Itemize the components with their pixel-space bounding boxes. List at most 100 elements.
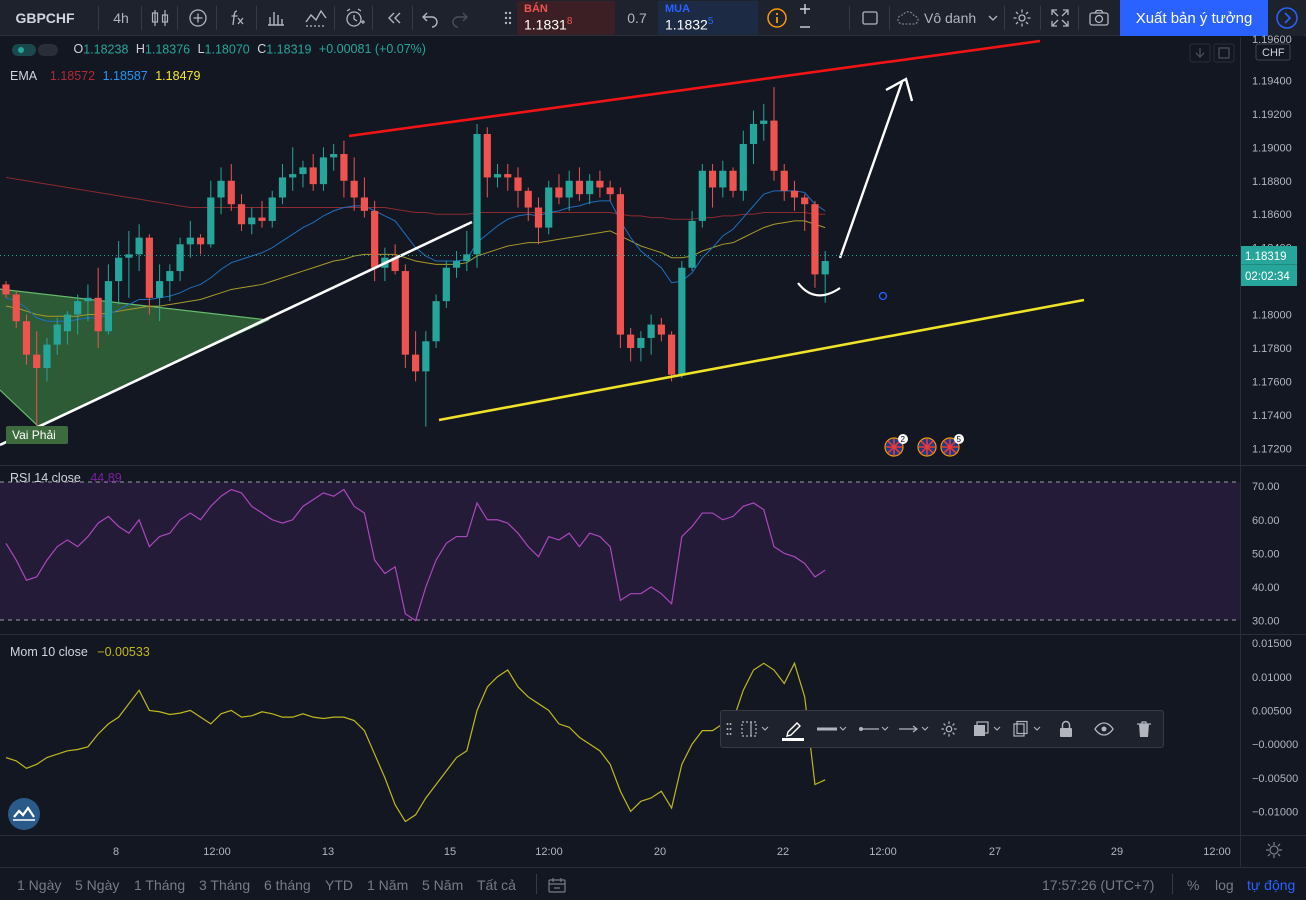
candle[interactable]	[565, 170, 573, 211]
sell-button[interactable]: BÁN 1.18318	[517, 1, 615, 35]
gear-icon[interactable]	[935, 711, 963, 747]
rsi-line[interactable]	[5, 488, 826, 622]
candle[interactable]	[94, 267, 102, 348]
candle[interactable]	[637, 331, 645, 362]
candle[interactable]	[688, 210, 696, 272]
add-indicator-icon[interactable]	[184, 0, 212, 36]
candle[interactable]	[63, 311, 72, 345]
candle[interactable]	[555, 174, 563, 205]
candle[interactable]	[545, 180, 553, 235]
candle[interactable]	[668, 331, 676, 382]
white-trend-line[interactable]	[0, 220, 473, 447]
candle[interactable]	[350, 157, 358, 211]
candle[interactable]	[708, 164, 717, 208]
candle[interactable]	[463, 230, 471, 272]
candle[interactable]	[12, 291, 20, 328]
momentum-line[interactable]	[5, 661, 826, 823]
mom-legend[interactable]: Mom 10 close −0.00533	[10, 645, 150, 659]
currency-badge[interactable]	[1255, 43, 1291, 61]
candle[interactable]	[217, 167, 225, 215]
undo-icon[interactable]	[416, 0, 444, 36]
candle[interactable]	[719, 160, 727, 198]
candle[interactable]	[514, 167, 522, 208]
alert-icon[interactable]	[340, 0, 368, 36]
candle[interactable]	[289, 147, 297, 191]
drag-handle-icon[interactable]	[723, 711, 735, 747]
pattern-label-bg[interactable]	[6, 426, 68, 444]
candle[interactable]	[43, 337, 51, 382]
candle[interactable]	[145, 234, 153, 315]
candle[interactable]	[729, 167, 737, 198]
candle[interactable]	[84, 284, 92, 322]
trash-icon[interactable]	[1129, 711, 1159, 747]
candle[interactable]	[473, 123, 481, 268]
anchor-point[interactable]	[878, 291, 888, 301]
indicators-icon[interactable]	[302, 0, 330, 36]
candle[interactable]	[248, 207, 256, 235]
layout-menu[interactable]: Vô danh	[896, 0, 1000, 36]
compare-icon[interactable]	[262, 0, 290, 36]
candle[interactable]	[268, 190, 276, 228]
candle[interactable]	[278, 164, 287, 205]
candle[interactable]	[125, 230, 133, 298]
candle[interactable]	[811, 200, 819, 288]
rsi-legend[interactable]: RSI 14 close 44.89	[10, 471, 122, 485]
candle[interactable]	[196, 234, 205, 255]
candle[interactable]	[504, 164, 512, 191]
line-style-icon[interactable]	[813, 711, 849, 747]
candle[interactable]	[309, 154, 317, 191]
drag-handle-icon[interactable]	[500, 0, 516, 36]
candle[interactable]	[74, 294, 82, 335]
camera-icon[interactable]	[1084, 0, 1114, 36]
publish-idea-button[interactable]: Xuất bản ý tưởng	[1120, 0, 1268, 36]
event-flag-icon[interactable]: 2	[884, 434, 908, 457]
scroll-down-icon[interactable]	[1189, 43, 1211, 63]
candle[interactable]	[135, 224, 143, 272]
red-resistance-line[interactable]	[348, 39, 1041, 138]
candle[interactable]	[770, 87, 778, 181]
maximize-pane-icon[interactable]	[1213, 43, 1235, 63]
candle[interactable]	[606, 180, 614, 201]
candle[interactable]	[647, 314, 655, 355]
candle[interactable]	[401, 264, 409, 369]
clock-timezone[interactable]: 17:57:26 (UTC+7)	[1042, 876, 1155, 893]
clone-icon[interactable]	[1009, 711, 1045, 747]
white-curve[interactable]	[797, 282, 841, 297]
time-axis-settings-icon[interactable]	[1266, 842, 1282, 858]
ema-legend[interactable]: EMA 1.18572 1.18587 1.18479	[10, 69, 200, 83]
candle[interactable]	[53, 317, 61, 355]
range-button[interactable]: 1 Ngày	[17, 876, 62, 893]
info-icon[interactable]	[763, 0, 791, 36]
candle[interactable]	[33, 331, 41, 434]
line-end-icon[interactable]	[893, 711, 933, 747]
candle[interactable]	[432, 294, 440, 348]
candle[interactable]	[790, 180, 799, 211]
candle[interactable]	[299, 160, 307, 188]
candle[interactable]	[749, 110, 758, 165]
candle[interactable]	[412, 331, 420, 382]
candle[interactable]	[330, 144, 338, 171]
candle[interactable]	[534, 197, 543, 245]
auto-toggle[interactable]: tự động	[1247, 876, 1296, 893]
candle[interactable]	[760, 103, 768, 141]
candle[interactable]	[156, 264, 164, 322]
candle[interactable]	[616, 187, 624, 348]
ema-long-line[interactable]	[5, 176, 826, 220]
event-flag-icon[interactable]	[917, 437, 937, 457]
eye-icon[interactable]	[1089, 711, 1119, 747]
candle[interactable]	[104, 264, 112, 335]
candle[interactable]	[678, 261, 686, 379]
lock-icon[interactable]	[1051, 711, 1081, 747]
candle[interactable]	[422, 331, 430, 427]
fullscreen-toggle-icon[interactable]	[856, 0, 884, 36]
gear-icon[interactable]	[1008, 0, 1036, 36]
candle[interactable]	[698, 164, 706, 228]
redo-icon[interactable]	[446, 0, 474, 36]
range-button[interactable]: 5 Ngày	[75, 876, 120, 893]
fx-icon[interactable]	[224, 0, 252, 36]
candle[interactable]	[166, 264, 174, 302]
candle[interactable]	[586, 174, 594, 205]
candle[interactable]	[801, 194, 809, 231]
candle[interactable]	[524, 187, 532, 221]
